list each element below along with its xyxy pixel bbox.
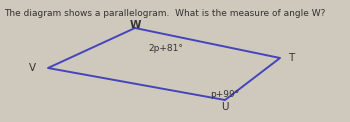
Text: U: U [221,102,229,112]
Text: 2p+81°: 2p+81° [148,44,183,53]
Text: W: W [129,20,141,30]
Text: T: T [288,53,294,63]
Text: The diagram shows a parallelogram.  What is the measure of angle W?: The diagram shows a parallelogram. What … [4,9,326,18]
Text: V: V [29,63,36,73]
Text: p+99°: p+99° [210,90,239,99]
